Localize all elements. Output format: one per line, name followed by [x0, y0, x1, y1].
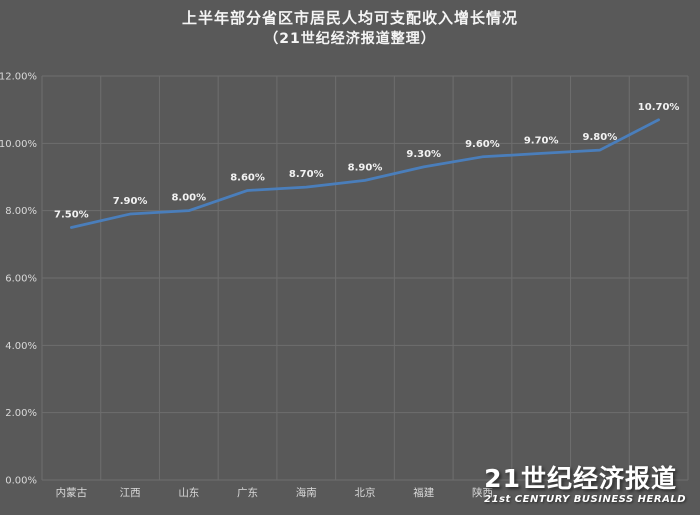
y-axis-tick-label: 0.00% [5, 476, 37, 487]
y-axis-tick-label: 12.00% [0, 72, 37, 83]
data-point-label: 9.60% [465, 139, 500, 150]
y-axis-tick-label: 2.00% [5, 408, 37, 419]
data-point-label: 8.60% [230, 172, 265, 183]
y-axis-tick-label: 6.00% [5, 274, 37, 285]
x-axis-category-label: 广东 [237, 486, 258, 499]
data-point-label: 8.00% [171, 193, 206, 204]
data-point-label: 8.70% [289, 169, 324, 180]
x-axis-category-label: 陕西 [472, 486, 493, 499]
chart-subtitle: （21世纪经济报道整理） [264, 30, 436, 47]
x-axis-category-label: 内蒙古 [56, 486, 88, 499]
data-line-series [69, 118, 661, 229]
data-point-label: 8.90% [348, 162, 383, 173]
x-axis-category-label: 福建 [413, 486, 434, 499]
data-point-label: 7.50% [54, 210, 89, 221]
data-point-label: 9.30% [406, 149, 441, 160]
data-point-label: 9.80% [583, 132, 618, 143]
chart-title: 上半年部分省区市居民人均可支配收入增长情况 [181, 9, 518, 27]
x-axis-category-label: 江西 [120, 487, 141, 499]
data-point-label: 7.90% [113, 196, 148, 207]
y-axis-tick-label: 10.00% [0, 139, 37, 150]
x-axis-category-label: 北京 [355, 486, 376, 499]
y-axis-tick-label: 4.00% [5, 341, 37, 352]
data-point-label: 10.70% [638, 102, 680, 113]
x-axis-category-label: 山东 [178, 486, 199, 499]
data-point-label: 9.70% [524, 135, 559, 146]
title-block: 上半年部分省区市居民人均可支配收入增长情况 （21世纪经济报道整理） [0, 8, 700, 49]
y-axis-tick-label: 8.00% [5, 206, 37, 217]
x-axis-category-label: 海南 [296, 486, 317, 499]
